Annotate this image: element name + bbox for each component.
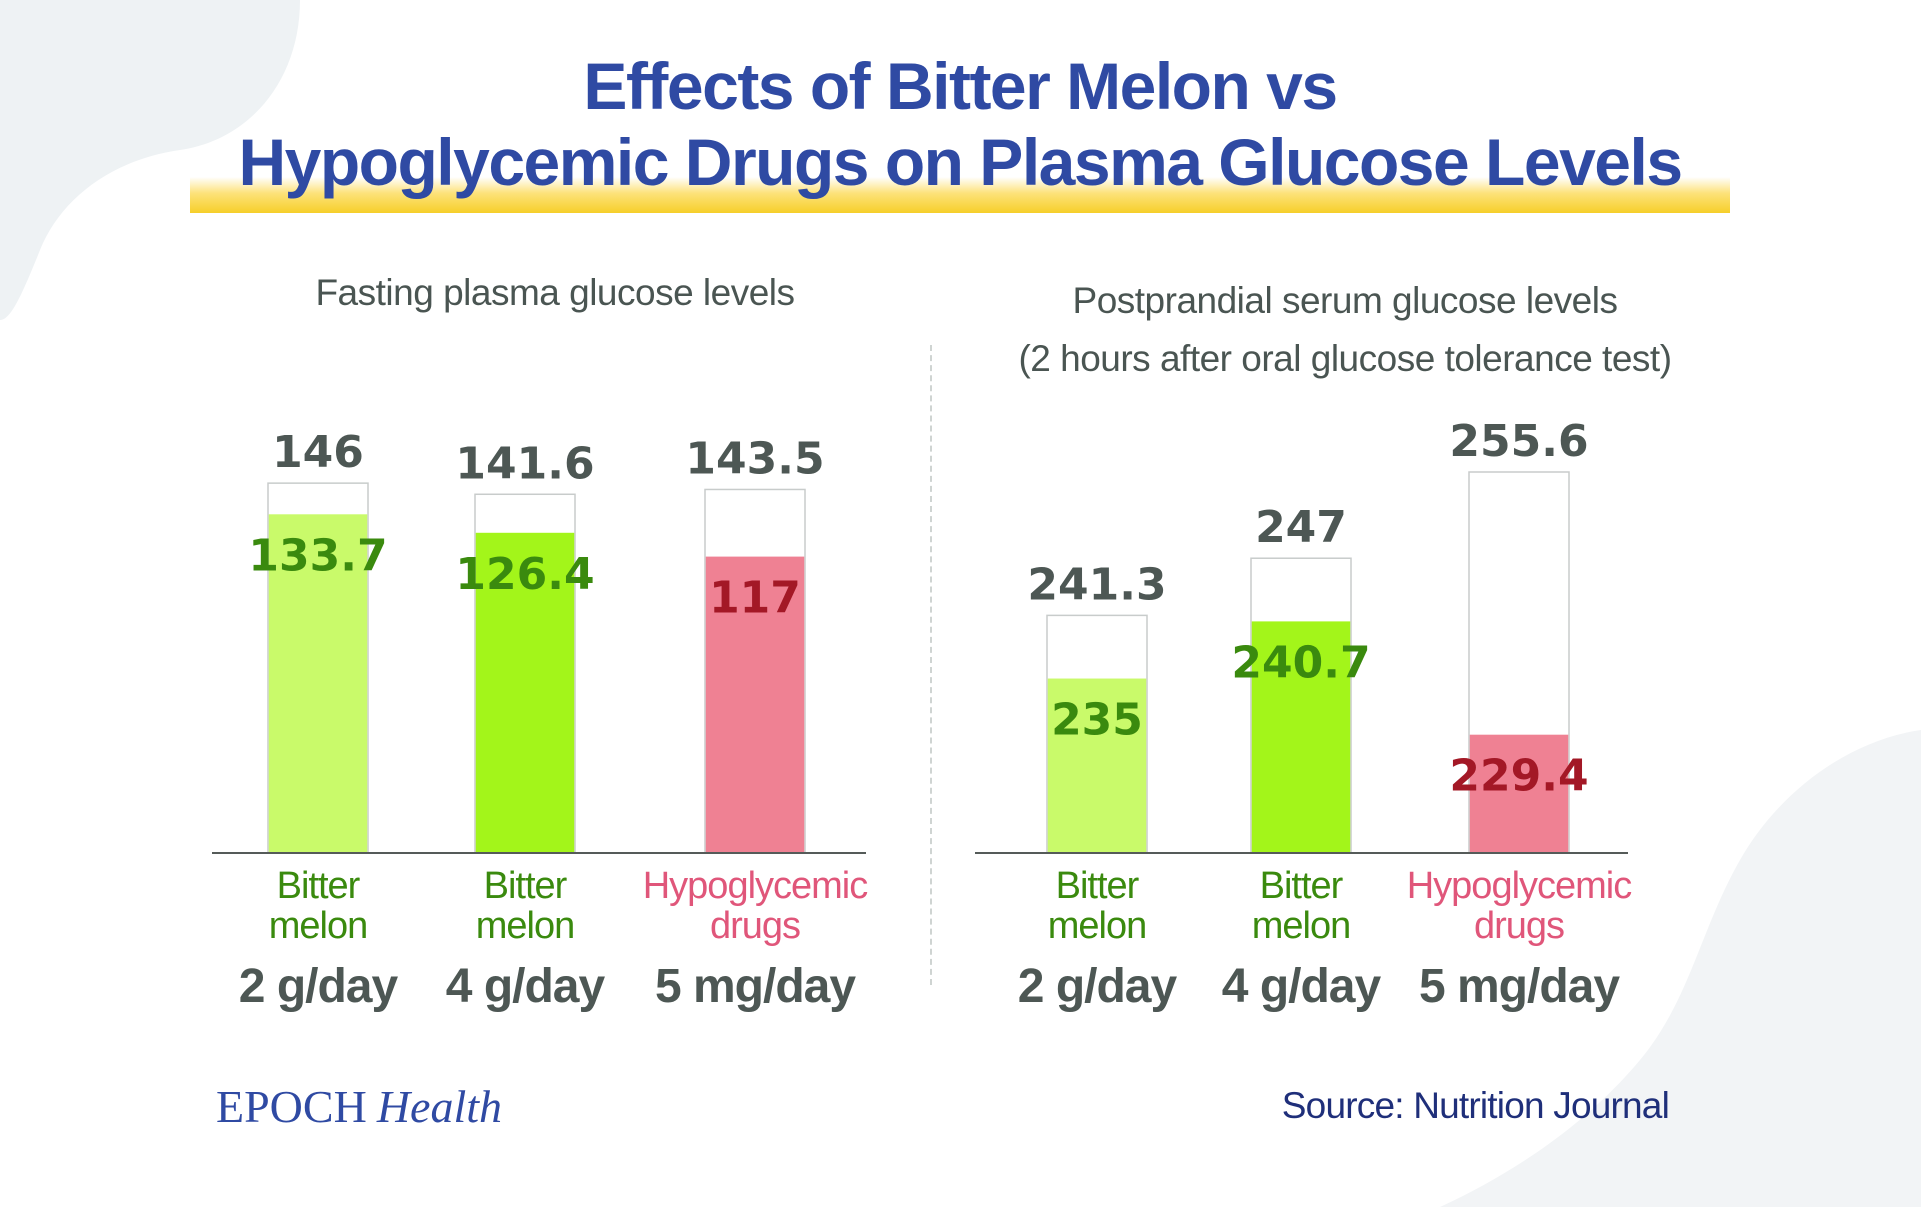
fasting-category-dose-2: 4 g/day	[446, 960, 606, 1013]
fasting-panel-title: Fasting plasma glucose levels	[200, 272, 910, 314]
fasting-category-line2-3: drugs	[710, 905, 800, 947]
postprandial-category-line1-3: Hypoglycemic	[1407, 865, 1632, 907]
fasting-category-line2-1: melon	[269, 905, 368, 947]
chart-title: Effects of Bitter Melon vs Hypoglycemic …	[190, 48, 1730, 213]
postprandial-category-line2-3: drugs	[1474, 905, 1564, 947]
fasting-value-after-2: 126.4	[455, 549, 594, 600]
fasting-value-after-1: 133.7	[248, 530, 387, 581]
postprandial-title-text: Postprandial serum glucose levels	[1072, 280, 1618, 321]
fasting-category-line1-3: Hypoglycemic	[643, 865, 868, 907]
postprandial-category-line1-1: Bitter	[1056, 865, 1140, 907]
postprandial-value-after-3: 229.4	[1449, 751, 1588, 802]
postprandial-category-dose-3: 5 mg/day	[1419, 960, 1620, 1013]
postprandial-value-after-1: 235	[1051, 695, 1143, 746]
fasting-bar-after-3	[705, 556, 805, 853]
fasting-bar-after-1	[268, 514, 368, 853]
postprandial-panel-title: Postprandial serum glucose levels (2 hou…	[960, 272, 1730, 388]
fasting-category-dose-3: 5 mg/day	[655, 960, 856, 1013]
postprandial-category-line1-2: Bitter	[1260, 865, 1344, 907]
postprandial-category-dose-1: 2 g/day	[1018, 960, 1178, 1013]
fasting-category-line2-2: melon	[476, 905, 575, 947]
postprandial-subtitle-text: (2 hours after oral glucose tolerance te…	[1018, 338, 1672, 379]
postprandial-category-line2-2: melon	[1252, 905, 1351, 947]
brand-epoch: EPOCH	[216, 1081, 367, 1132]
postprandial-bar-after-2	[1251, 621, 1351, 853]
fasting-value-before-2: 141.6	[455, 438, 594, 489]
title-line-1: Effects of Bitter Melon vs	[583, 49, 1338, 123]
postprandial-bar-after-1	[1047, 678, 1147, 853]
postprandial-value-after-2: 240.7	[1231, 637, 1370, 688]
title-highlight	[190, 177, 1730, 213]
brand-health: Health	[376, 1081, 503, 1132]
panel-divider	[930, 345, 932, 985]
fasting-value-before-3: 143.5	[685, 433, 824, 484]
postprandial-bar-after-3	[1469, 734, 1569, 853]
brand-logo: EPOCH Health	[216, 1080, 502, 1133]
fasting-bar-after-2	[475, 532, 575, 853]
fasting-title-text: Fasting plasma glucose levels	[315, 272, 795, 313]
fasting-value-before-1: 146	[272, 427, 364, 478]
postprandial-value-before-3: 255.6	[1449, 416, 1588, 467]
postprandial-category-dose-2: 4 g/day	[1222, 960, 1382, 1013]
source-note: Source: Nutrition Journal	[1281, 1085, 1670, 1126]
fasting-value-after-3: 117	[709, 573, 801, 624]
postprandial-category-line2-1: melon	[1048, 905, 1147, 947]
fasting-category-line1-1: Bitter	[277, 865, 361, 907]
title-line-2: Hypoglycemic Drugs on Plasma Glucose Lev…	[238, 125, 1683, 199]
postprandial-value-before-2: 247	[1255, 502, 1347, 553]
fasting-category-line1-2: Bitter	[484, 865, 568, 907]
postprandial-value-before-1: 241.3	[1027, 559, 1166, 610]
fasting-category-dose-1: 2 g/day	[239, 960, 399, 1013]
